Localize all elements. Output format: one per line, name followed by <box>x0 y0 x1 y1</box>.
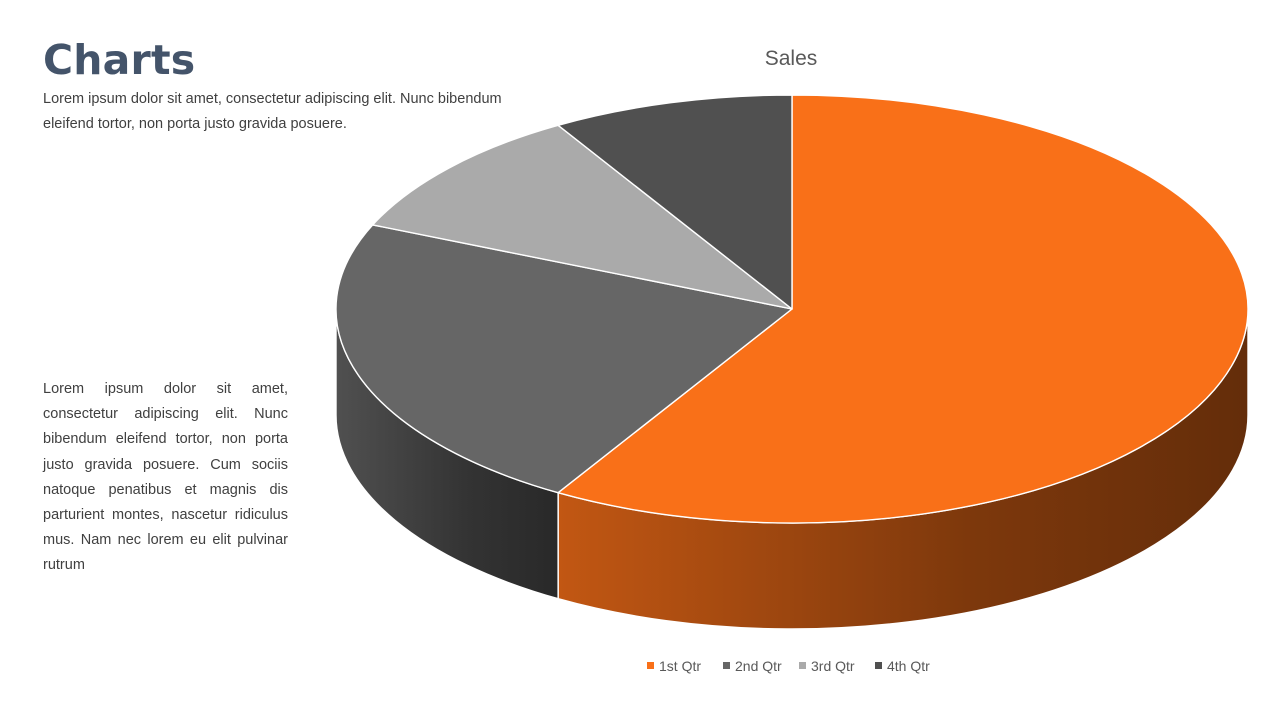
legend-swatch <box>647 662 654 669</box>
legend-label: 1st Qtr <box>659 658 701 674</box>
chart-title: Sales <box>765 47 818 70</box>
body-paragraph: Lorem ipsum dolor sit amet, consectetur … <box>43 381 288 574</box>
pie-slice-1 <box>557 94 1249 524</box>
pie-slice-2 <box>335 224 793 494</box>
legend-swatch <box>799 662 806 669</box>
legend-label: 3rd Qtr <box>811 658 855 674</box>
legend-item-1: 1st Qtr <box>647 658 701 674</box>
legend-label: 4th Qtr <box>887 658 930 674</box>
pie-slice-3 <box>371 124 793 310</box>
legend-swatch <box>875 662 882 669</box>
pie-top <box>335 94 1249 524</box>
slide-title: Charts <box>43 36 196 84</box>
legend-item-3: 3rd Qtr <box>799 658 855 674</box>
chart-legend: 1st Qtr 2nd Qtr 3rd Qtr 4th Qtr <box>647 658 930 674</box>
legend-item-2: 2nd Qtr <box>723 658 782 674</box>
legend-label: 2nd Qtr <box>735 658 782 674</box>
legend-swatch <box>723 662 730 669</box>
legend-item-4: 4th Qtr <box>875 658 930 674</box>
slide-subtitle: Lorem ipsum dolor sit amet, consectetur … <box>43 91 502 132</box>
pie-slice-4 <box>557 94 793 310</box>
